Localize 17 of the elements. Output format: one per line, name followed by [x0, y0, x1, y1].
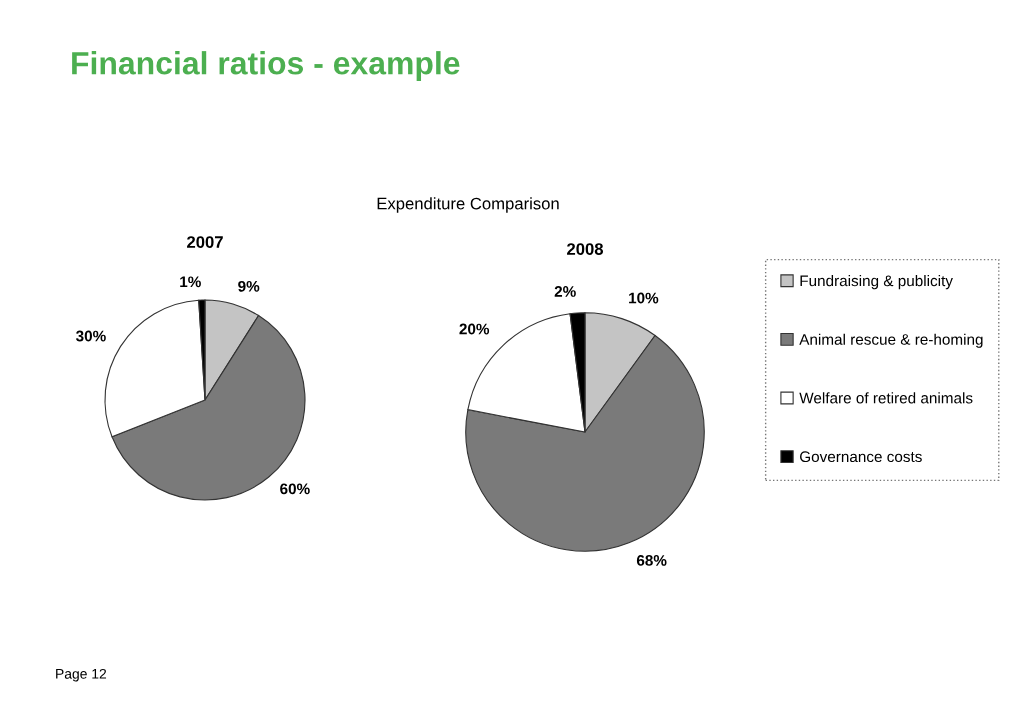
data-label: 68%: [636, 554, 667, 566]
legend-label: Animal rescue & re-homing: [799, 333, 983, 348]
data-label: 20%: [459, 323, 490, 335]
text: Page 12: [56, 668, 107, 682]
data-label: 60%: [280, 483, 310, 495]
data-label: 2%: [554, 286, 576, 297]
slice-label: 2007: [187, 236, 223, 248]
data-label: 30%: [75, 330, 106, 342]
legend-label: Welfare of retired animals: [799, 392, 973, 404]
data-label: 9%: [238, 280, 260, 292]
legend-label: Governance costs: [800, 451, 922, 463]
text: Financial ratios - example: [72, 51, 460, 81]
data-label: 1%: [180, 276, 201, 288]
data-label: 10%: [629, 292, 659, 304]
chart-title: Expenditure Comparison: [377, 197, 559, 213]
legend-label: Fundraising & publicity: [800, 275, 953, 290]
slice-label: 2008: [567, 243, 604, 255]
